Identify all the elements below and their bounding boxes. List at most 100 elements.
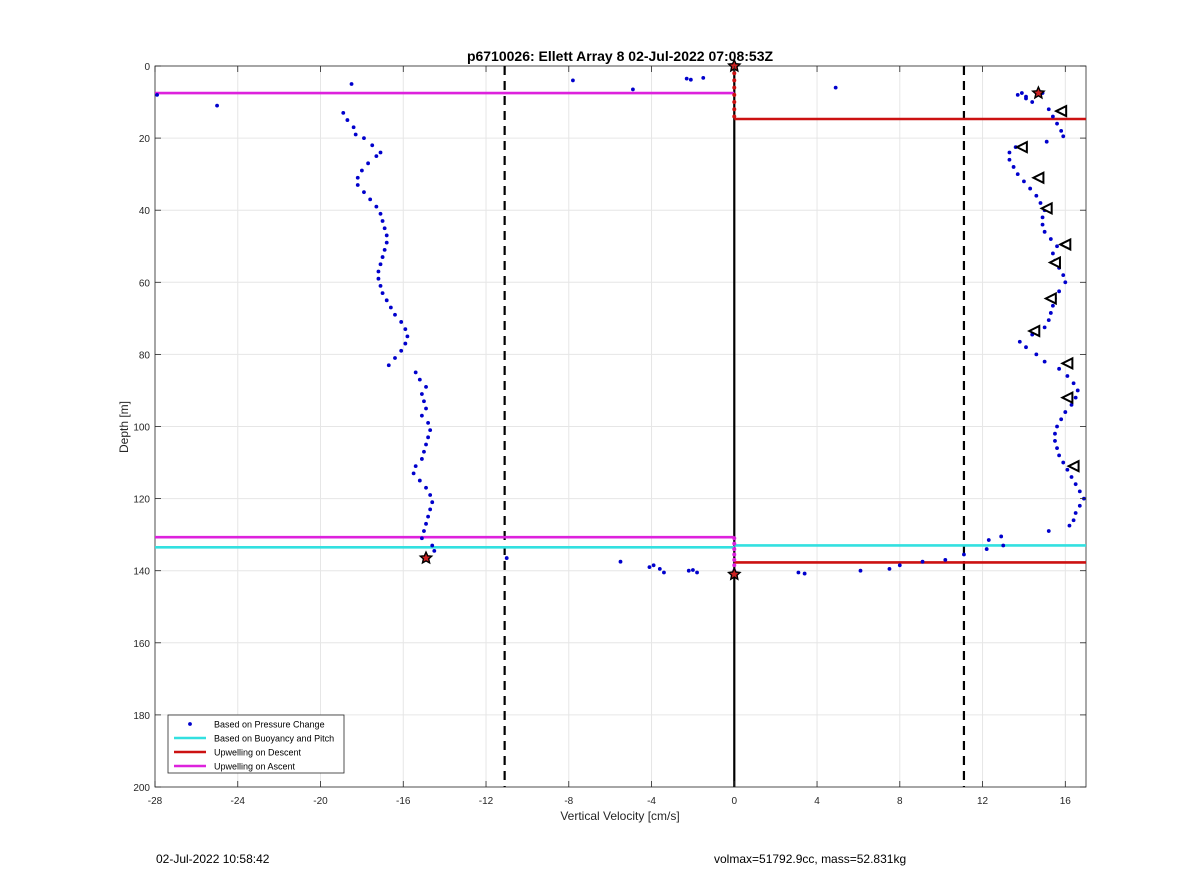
ascent-axis-dot [732,563,737,568]
pressure-change-point [802,571,807,576]
descent-axis-dot [732,78,737,83]
grid-lines [154,65,1086,788]
pressure-change-point [428,428,433,433]
pressure-change-point [1065,374,1070,378]
triangle-marker [1066,459,1080,473]
reference-lines [503,66,966,787]
pressure-change-point [422,449,426,454]
pressure-change-point [428,493,433,497]
pressure-change-point [1017,339,1022,344]
pressure-change-point [1071,381,1076,386]
pressure-change-point [1019,91,1024,95]
pressure-change-point [403,327,408,332]
footer-timestamp: 02-Jul-2022 10:58:42 [156,852,270,866]
pressure-change-point [424,485,428,490]
pressure-change-point [430,543,435,548]
pressure-change-point [1050,114,1055,119]
y-tick-label: 140 [133,567,150,578]
star-marker [726,566,742,581]
x-tick-label: 8 [897,796,903,807]
pressure-change-point [1007,157,1012,162]
pressure-change-point [686,568,691,573]
pressure-change-point [691,568,695,572]
x-tick-label: 0 [732,796,738,807]
x-tick-label: -24 [231,796,246,807]
x-tick-label: -28 [148,796,163,807]
pressure-change-point [368,197,373,202]
pressure-change-point [1040,215,1045,220]
x-axis-label: Vertical Velocity [cm/s] [560,809,679,823]
triangle-marker [1014,140,1028,154]
descent-axis-dot [732,92,737,97]
pressure-change-point [1040,222,1045,227]
y-tick-label: 180 [133,711,150,722]
pressure-change-point [388,305,393,310]
pressure-change-point [1011,165,1016,169]
pressure-change-point [1057,289,1062,294]
pressure-change-point [651,563,656,568]
pressure-change-point [370,143,375,148]
pressure-change-point [1046,529,1051,533]
pressure-change-point [374,154,379,159]
pressure-change-point [688,77,693,82]
legend: Based on Pressure Change Based on Buoyanc… [167,714,345,774]
y-tick-label: 40 [139,206,151,217]
pressure-change-point [417,377,422,382]
marker-layer [418,58,1080,581]
descent-axis-dot [732,100,737,105]
pressure-change-point [426,435,430,440]
pressure-change-point [380,291,385,296]
series-layer [155,71,1086,576]
y-tick-label: 60 [139,278,151,289]
pressure-change-point [403,341,408,346]
pressure-change-point [384,298,389,303]
pressure-change-point [1042,229,1047,234]
x-tick-label: 16 [1060,796,1072,807]
pressure-change-point [887,566,892,571]
pressure-change-point [1053,439,1057,443]
triangle-marker [1047,255,1061,270]
y-tick-label: 160 [133,639,150,650]
pressure-change-point [378,150,383,155]
pressure-change-point [1038,201,1043,205]
pressure-change-point [1075,388,1080,393]
pressure-change-point [422,399,426,404]
pressure-change-point [1028,186,1033,191]
y-tick-label: 20 [139,134,151,145]
legend-entry-label: Based on Buoyancy and Pitch [214,734,334,744]
pressure-change-point [1048,311,1053,315]
pressure-change-point [504,556,509,560]
pressure-change-point [1059,417,1064,422]
ascent-axis-dot [732,536,737,541]
pressure-change-point [1024,345,1028,350]
pressure-change-point [355,175,360,180]
pressure-change-point [1067,523,1072,528]
pressure-change-point [349,82,354,86]
pressure-change-point [378,211,383,216]
pressure-change-point [1055,424,1059,429]
triangle-marker [1060,356,1074,371]
pressure-change-point [984,547,989,551]
pressure-change-point [1073,482,1078,487]
y-tick-label: 200 [133,783,150,794]
pressure-change-point [833,85,838,90]
pressure-change-point [1071,518,1076,523]
pressure-change-point [405,334,410,339]
pressure-change-point [351,125,356,130]
pressure-change-point [424,406,428,411]
pressure-change-point [424,442,428,447]
descent-axis-dot [732,71,737,76]
pressure-change-point [684,76,689,81]
pressure-change-point [1001,543,1006,548]
pressure-change-point [382,226,387,231]
pressure-change-point [695,570,699,575]
descent-axis-dot [732,85,737,90]
pressure-change-point [411,471,416,476]
pressure-change-point [1065,467,1070,472]
pressure-change-point [378,262,383,267]
pressure-change-point [1069,475,1074,479]
footer-volmax-mass: volmax=51792.9cc, mass=52.831kg [714,852,907,866]
triangle-marker [1039,201,1053,216]
pressure-change-point [432,548,437,553]
